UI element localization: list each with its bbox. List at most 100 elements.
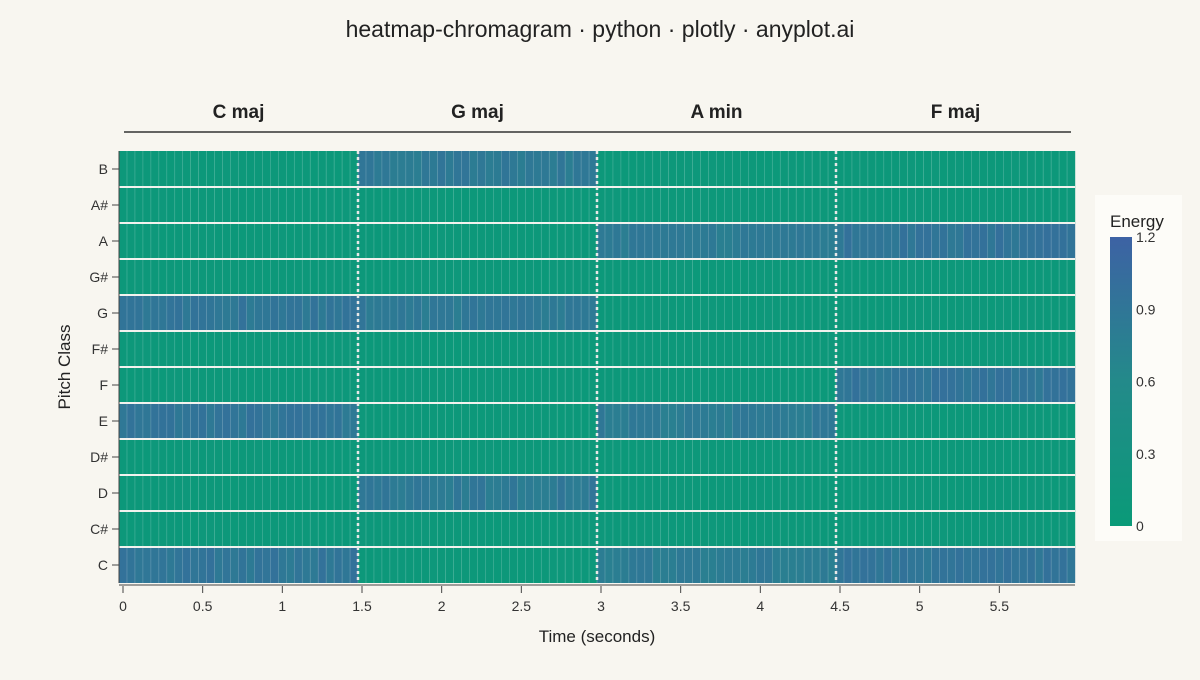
- heatmap-cell: [883, 331, 892, 367]
- heatmap-cell: [971, 331, 980, 367]
- heatmap-cell: [859, 511, 869, 547]
- heatmap-cell: [174, 367, 183, 403]
- heatmap-cell: [342, 475, 351, 511]
- heatmap-cell: [142, 187, 152, 223]
- heatmap-cell: [206, 403, 215, 439]
- heatmap-cell: [158, 439, 167, 475]
- heatmap-cell: [979, 367, 988, 403]
- heatmap-cell: [859, 259, 869, 295]
- heatmap-cell: [939, 403, 948, 439]
- heatmap-cell: [477, 259, 486, 295]
- heatmap-cell: [294, 151, 303, 187]
- heatmap-cell: [1067, 187, 1076, 223]
- heatmap-cell: [828, 187, 837, 223]
- heatmap-cell: [469, 259, 478, 295]
- heatmap-cell: [326, 403, 335, 439]
- heatmap-cell: [270, 547, 279, 583]
- heatmap-cell: [262, 439, 271, 475]
- heatmap-cell: [891, 187, 900, 223]
- heatmap-cell: [373, 223, 383, 259]
- heatmap-cell: [1019, 547, 1028, 583]
- heatmap-cell: [620, 187, 630, 223]
- heatmap-cell: [939, 511, 948, 547]
- heatmap-cell: [1035, 331, 1044, 367]
- heatmap-cell: [963, 367, 972, 403]
- heatmap-cell: [182, 187, 191, 223]
- heatmap-cell: [318, 475, 327, 511]
- heatmap-cell: [302, 475, 311, 511]
- heatmap-cell: [533, 475, 542, 511]
- heatmap-cell: [708, 331, 717, 367]
- heatmap-cell: [939, 331, 948, 367]
- heatmap-cell: [469, 187, 478, 223]
- heatmap-cell: [509, 439, 518, 475]
- heatmap-cell: [126, 511, 136, 547]
- heatmap-cell: [1027, 151, 1036, 187]
- heatmap-cell: [318, 511, 327, 547]
- heatmap-cell: [278, 295, 287, 331]
- heatmap-cell: [254, 151, 263, 187]
- heatmap-cell: [373, 439, 383, 475]
- heatmap-cell: [437, 475, 446, 511]
- heatmap-cell: [597, 403, 606, 439]
- heatmap-cell: [318, 331, 327, 367]
- heatmap-cell: [310, 439, 319, 475]
- heatmap-cell: [700, 259, 709, 295]
- heatmap-cell: [381, 223, 391, 259]
- heatmap-cell: [206, 151, 215, 187]
- heatmap-cell: [254, 223, 263, 259]
- heatmap-cell: [708, 223, 717, 259]
- heatmap-cell: [358, 439, 367, 475]
- heatmap-cell: [875, 259, 884, 295]
- heatmap-cell: [573, 295, 582, 331]
- heatmap-cell: [381, 295, 391, 331]
- heatmap-cell: [1043, 511, 1052, 547]
- heatmap-cell: [310, 511, 319, 547]
- heatmap-cell: [453, 187, 462, 223]
- heatmap-cell: [358, 511, 367, 547]
- heatmap-cell: [302, 367, 311, 403]
- heatmap-cell: [995, 259, 1004, 295]
- heatmap-cell: [676, 475, 685, 511]
- heatmap-cell: [636, 511, 645, 547]
- heatmap-cell: [843, 223, 853, 259]
- heatmap-cell: [915, 547, 924, 583]
- heatmap-cell: [119, 547, 128, 583]
- heatmap-cell: [724, 367, 733, 403]
- heatmap-cell: [533, 223, 542, 259]
- heatmap-cell: [318, 259, 327, 295]
- heatmap-cell: [652, 151, 661, 187]
- heatmap-cell: [740, 151, 749, 187]
- heatmap-cell: [947, 151, 956, 187]
- heatmap-cell: [525, 295, 534, 331]
- heatmap-cell: [804, 439, 813, 475]
- heatmap-cell: [429, 367, 438, 403]
- heatmap-cell: [907, 187, 916, 223]
- heatmap-cell: [326, 151, 335, 187]
- heatmap-cell: [142, 547, 152, 583]
- heatmap-cell: [939, 295, 948, 331]
- heatmap-cell: [238, 475, 247, 511]
- heatmap-cell: [294, 223, 303, 259]
- heatmap-cell: [493, 259, 502, 295]
- heatmap-cell: [947, 547, 956, 583]
- heatmap-cell: [612, 367, 622, 403]
- heatmap-cell: [126, 151, 136, 187]
- heatmap-cell: [1003, 547, 1012, 583]
- heatmap-cell: [421, 331, 430, 367]
- heatmap-cell: [557, 403, 566, 439]
- heatmap-cell: [501, 223, 510, 259]
- heatmap-cell: [397, 223, 406, 259]
- heatmap-cell: [334, 475, 343, 511]
- heatmap-cell: [1051, 151, 1060, 187]
- heatmap-cell: [405, 151, 414, 187]
- heatmap-cell: [198, 511, 207, 547]
- heatmap-cell: [628, 475, 638, 511]
- heatmap-cell: [597, 259, 606, 295]
- heatmap-cell: [358, 187, 367, 223]
- heatmap-cell: [700, 511, 709, 547]
- y-tick-label: A#: [91, 197, 108, 213]
- heatmap-cell: [1011, 295, 1020, 331]
- heatmap-cell: [126, 439, 136, 475]
- heatmap-cell: [732, 331, 741, 367]
